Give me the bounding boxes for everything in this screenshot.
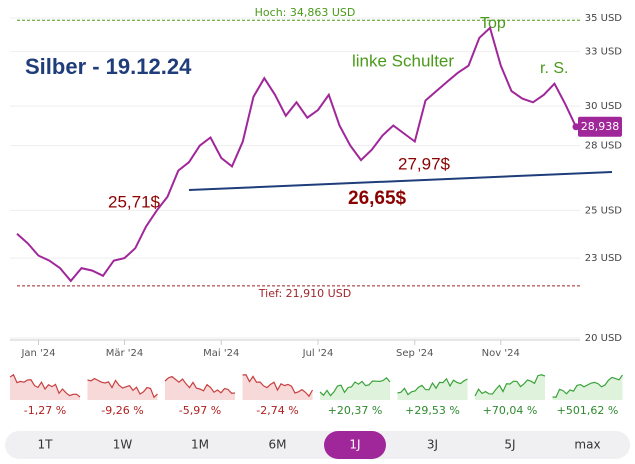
- price-line: [16, 26, 577, 283]
- button-active: [324, 431, 386, 459]
- last-point: [572, 123, 580, 131]
- sparkline-area: [552, 375, 623, 400]
- sparkline: [9, 373, 81, 398]
- sparkline: [397, 377, 468, 396]
- period-button[interactable]: 1W: [113, 438, 133, 452]
- low-line-label: Tief: 21,910 USD: [258, 287, 351, 300]
- performance-label: -1,27 %: [24, 404, 66, 417]
- sparkline-area: [10, 374, 80, 400]
- last-label-box: [578, 116, 622, 137]
- performance-label: +20,37 %: [328, 404, 383, 417]
- performance-label: -9,26 %: [101, 404, 143, 417]
- sparkline-area: [397, 378, 468, 400]
- y-tick-label: 23 USD: [585, 253, 623, 264]
- period-button[interactable]: 1T: [38, 438, 54, 452]
- x-tick-label: Mär '24: [106, 348, 144, 359]
- sparkline-area: [165, 376, 235, 400]
- annotation: 27,97$: [398, 154, 451, 173]
- period-button[interactable]: 6M: [269, 438, 287, 452]
- sparkline: [474, 374, 546, 397]
- period-button[interactable]: 5J: [504, 438, 515, 452]
- period-button[interactable]: 3J: [427, 438, 438, 452]
- sparkline: [552, 374, 623, 398]
- sparkline-area: [320, 377, 390, 400]
- sparkline-area: [242, 374, 313, 400]
- y-tick-label: 30 USD: [585, 101, 623, 112]
- sparkline: [87, 377, 158, 399]
- y-tick-label: 20 USD: [585, 333, 623, 344]
- last-label: 28,938: [581, 120, 620, 133]
- high-line-label: Hoch: 34,863 USD: [255, 6, 356, 19]
- x-tick-label: Mai '24: [203, 348, 239, 359]
- sparkline: [319, 376, 391, 397]
- sparkline: [164, 375, 236, 394]
- x-tick-label: Jan '24: [20, 348, 55, 359]
- chart-title: Silber - 19.12.24: [25, 54, 192, 79]
- sparkline: [242, 374, 314, 398]
- period-button[interactable]: max: [574, 438, 600, 452]
- performance-label: -5,97 %: [179, 404, 221, 417]
- performance-label: +29,53 %: [405, 404, 460, 417]
- performance-label: +501,62 %: [557, 404, 619, 417]
- y-tick-label: 33 USD: [585, 47, 623, 58]
- performance-label: +70,04 %: [483, 404, 538, 417]
- y-tick-label: 28 USD: [585, 141, 623, 152]
- period-button[interactable]: 1J: [349, 438, 360, 452]
- sparkline-area: [87, 378, 158, 400]
- annotation: Top: [480, 15, 506, 32]
- period-button[interactable]: 1M: [191, 438, 209, 452]
- annotation: r. S.: [540, 60, 568, 77]
- annotation: linke Schulter: [352, 51, 454, 70]
- sparkline-area: [475, 374, 545, 400]
- x-tick-label: Jul '24: [302, 348, 334, 359]
- neckline: [188, 171, 613, 191]
- x-tick-label: Sep '24: [396, 348, 434, 359]
- x-tick-label: Nov '24: [482, 348, 520, 359]
- annotation: 25,71$: [108, 192, 161, 211]
- performance-label: -2,74 %: [256, 404, 298, 417]
- annotation: 26,65$: [348, 188, 407, 209]
- y-tick-label: 35 USD: [585, 13, 623, 24]
- button-bar: [5, 431, 630, 459]
- y-tick-label: 25 USD: [585, 205, 623, 216]
